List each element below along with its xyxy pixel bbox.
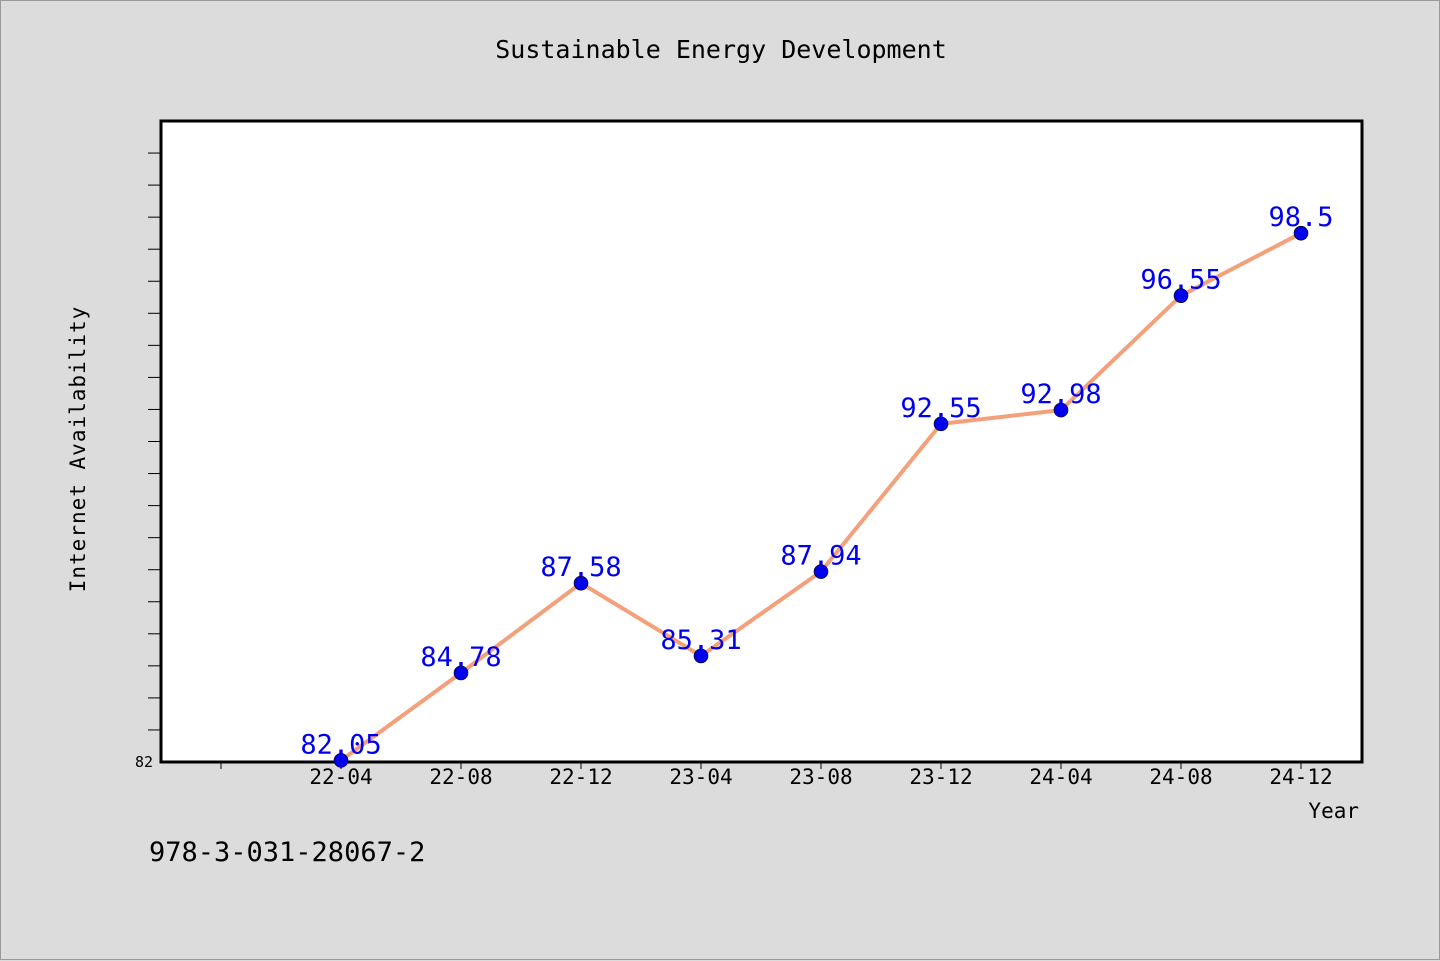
x-tick-label: 23-04 <box>669 765 732 789</box>
x-tick-label: 22-08 <box>429 765 492 789</box>
data-label: 82.05 <box>300 729 381 760</box>
data-point <box>1293 225 1309 241</box>
data-point <box>333 753 349 768</box>
data-label: 84.78 <box>420 642 501 673</box>
data-point <box>693 648 709 664</box>
data-point <box>573 575 589 591</box>
x-tick-label: 22-12 <box>549 765 612 789</box>
data-label: 96.55 <box>1140 265 1221 296</box>
x-tick-label: 23-12 <box>909 765 972 789</box>
y-axis-ticks <box>148 152 161 731</box>
data-label: 85.31 <box>660 625 741 656</box>
y-tick-label: 82 <box>135 753 153 771</box>
x-tick-labels: 22-04 22-08 22-12 23-04 23-08 23-12 24-04 24-08… <box>309 765 1332 789</box>
chart-title: Sustainable Energy Development <box>495 35 947 64</box>
data-label: 98.5 <box>1268 202 1333 233</box>
x-axis-label: Year <box>1308 799 1359 823</box>
data-point <box>813 564 829 579</box>
data-label: 92.98 <box>1020 379 1101 410</box>
data-label: 92.55 <box>900 393 981 424</box>
plot-area <box>159 119 1364 764</box>
y-axis-label: Internet Availability <box>66 306 90 593</box>
data-point <box>453 665 469 681</box>
x-tick-label: 24-08 <box>1149 765 1212 789</box>
x-tick-label: 23-08 <box>789 765 852 789</box>
data-points <box>333 225 1309 768</box>
isbn-code: 978-3-031-28067-2 <box>149 837 426 868</box>
x-tick-label: 24-04 <box>1029 765 1092 789</box>
data-labels: 82.05 84.78 87.58 85.31 87.94 92.55 92.98 96.55… <box>300 202 1333 760</box>
data-point <box>1053 402 1069 418</box>
data-label: 87.58 <box>540 552 621 583</box>
data-label: 87.94 <box>780 541 861 572</box>
data-point <box>1173 288 1189 303</box>
data-point <box>933 416 949 432</box>
x-tick-label: 22-04 <box>309 765 372 789</box>
x-tick-label: 24-12 <box>1269 765 1332 789</box>
